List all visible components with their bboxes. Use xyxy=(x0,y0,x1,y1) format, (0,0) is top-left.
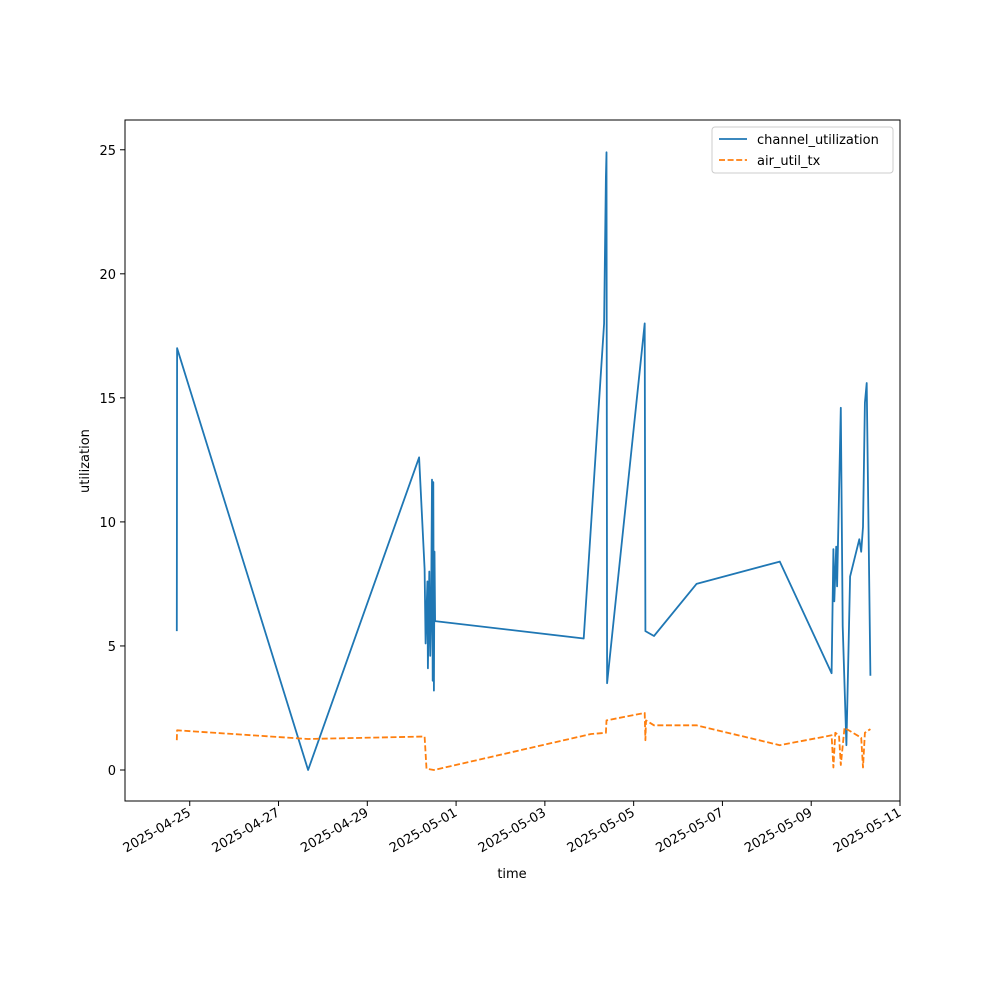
legend: channel_utilization air_util_tx xyxy=(711,126,894,174)
data-point-air_util_tx-13 xyxy=(696,724,698,726)
data-point-channel_utilization-9 xyxy=(429,655,431,657)
data-point-channel_utilization-27 xyxy=(831,672,833,674)
x-axis: 2025-04-25 2025-04-27 2025-04-29 2025-05-01… xyxy=(121,801,904,856)
data-point-channel_utilization-38 xyxy=(862,526,864,528)
data-point-air_util_tx-2 xyxy=(307,738,309,740)
x-tick-label-7: 2025-05-09 xyxy=(742,805,815,856)
data-point-channel_utilization-21 xyxy=(606,682,608,684)
y-tick-label-5: 25 xyxy=(99,144,116,159)
data-point-channel_utilization-29 xyxy=(833,600,835,602)
data-point-air_util_tx-8 xyxy=(606,720,608,722)
data-point-air_util_tx-11 xyxy=(645,720,647,722)
data-point-channel_utilization-3 xyxy=(418,457,420,459)
data-point-channel_utilization-5 xyxy=(425,643,427,645)
x-tick-label-2: 2025-04-29 xyxy=(298,805,371,856)
data-point-channel_utilization-39 xyxy=(864,402,866,404)
data-point-air_util_tx-10 xyxy=(645,739,647,741)
data-point-channel_utilization-26 xyxy=(779,561,781,563)
data-point-channel_utilization-4 xyxy=(424,568,426,570)
data-point-channel_utilization-40 xyxy=(866,382,868,384)
data-point-channel_utilization-28 xyxy=(833,548,835,550)
data-point-channel_utilization-7 xyxy=(427,667,429,669)
data-point-channel_utilization-1 xyxy=(176,347,178,349)
data-point-channel_utilization-10 xyxy=(430,613,432,615)
data-point-channel_utilization-37 xyxy=(860,551,862,553)
legend-box xyxy=(711,126,894,174)
data-point-air_util_tx-4 xyxy=(426,768,428,770)
data-point-channel_utilization-15 xyxy=(434,551,436,553)
data-point-air_util_tx-0 xyxy=(176,739,178,741)
data-point-air_util_tx-16 xyxy=(833,767,835,769)
data-point-air_util_tx-15 xyxy=(831,734,833,736)
data-point-channel_utilization-36 xyxy=(858,538,860,540)
data-point-channel_utilization-6 xyxy=(427,581,429,583)
data-point-channel_utilization-17 xyxy=(583,638,585,640)
data-point-channel_utilization-19 xyxy=(605,176,607,178)
data-point-air_util_tx-5 xyxy=(433,769,435,771)
data-point-air_util_tx-14 xyxy=(779,744,781,746)
data-point-channel_utilization-25 xyxy=(696,583,698,585)
data-point-channel_utilization-13 xyxy=(432,481,434,483)
y-tick-label-0: 0 xyxy=(108,764,116,779)
y-tick-label-1: 5 xyxy=(108,640,116,655)
data-point-channel_utilization-20 xyxy=(606,151,608,153)
data-point-channel_utilization-16 xyxy=(434,620,436,622)
data-point-channel_utilization-8 xyxy=(428,571,430,573)
plot-area xyxy=(175,151,872,771)
data-point-air_util_tx-1 xyxy=(176,729,178,731)
data-point-channel_utilization-14 xyxy=(433,690,435,692)
axes-frame xyxy=(124,119,901,802)
x-tick-label-1: 2025-04-27 xyxy=(210,805,283,856)
data-point-channel_utilization-32 xyxy=(840,407,842,409)
y-axis: 0 5 10 15 20 25 xyxy=(99,144,125,779)
x-tick-label-4: 2025-05-03 xyxy=(476,805,549,856)
data-point-channel_utilization-18 xyxy=(603,323,605,325)
data-point-channel_utilization-12 xyxy=(432,680,434,682)
data-point-channel_utilization-34 xyxy=(846,744,848,746)
x-tick-label-3: 2025-05-01 xyxy=(387,805,460,856)
data-point-channel_utilization-23 xyxy=(645,630,647,632)
data-point-channel_utilization-22 xyxy=(644,323,646,325)
x-tick-label-5: 2025-05-05 xyxy=(565,805,638,856)
data-point-channel_utilization-0 xyxy=(176,630,178,632)
x-tick-label-0: 2025-04-25 xyxy=(121,805,194,856)
legend-label-channel_utilization: channel_utilization xyxy=(757,133,879,148)
data-point-channel_utilization-33 xyxy=(842,625,844,627)
y-tick-label-4: 20 xyxy=(99,268,116,283)
data-point-air_util_tx-20 xyxy=(844,727,846,729)
legend-label-air_util_tx: air_util_tx xyxy=(757,154,821,169)
data-point-air_util_tx-9 xyxy=(644,712,646,714)
data-point-channel_utilization-31 xyxy=(836,586,838,588)
y-tick-label-2: 10 xyxy=(99,516,116,531)
data-point-channel_utilization-11 xyxy=(431,479,433,481)
y-tick-label-3: 15 xyxy=(99,392,116,407)
data-point-channel_utilization-2 xyxy=(307,769,309,771)
data-point-air_util_tx-12 xyxy=(653,724,655,726)
data-point-air_util_tx-19 xyxy=(840,764,842,766)
data-point-channel_utilization-24 xyxy=(653,635,655,637)
data-point-air_util_tx-24 xyxy=(870,728,872,730)
data-point-channel_utilization-30 xyxy=(835,546,837,548)
data-point-air_util_tx-21 xyxy=(860,737,862,739)
y-axis-title: utilization xyxy=(78,429,93,493)
data-point-air_util_tx-3 xyxy=(424,736,426,738)
data-point-air_util_tx-6 xyxy=(590,733,592,735)
data-point-air_util_tx-17 xyxy=(834,732,836,734)
data-point-channel_utilization-35 xyxy=(849,576,851,578)
data-point-air_util_tx-22 xyxy=(862,767,864,769)
data-point-air_util_tx-23 xyxy=(864,732,866,734)
series-line-channel_utilization xyxy=(175,151,872,771)
x-tick-label-8: 2025-05-11 xyxy=(831,805,904,856)
data-point-air_util_tx-18 xyxy=(838,734,840,736)
data-point-channel_utilization-41 xyxy=(870,675,872,677)
x-tick-label-6: 2025-05-07 xyxy=(653,805,726,856)
data-point-air_util_tx-7 xyxy=(605,732,607,734)
series-line-air_util_tx xyxy=(175,712,871,771)
x-axis-title: time xyxy=(497,867,526,882)
